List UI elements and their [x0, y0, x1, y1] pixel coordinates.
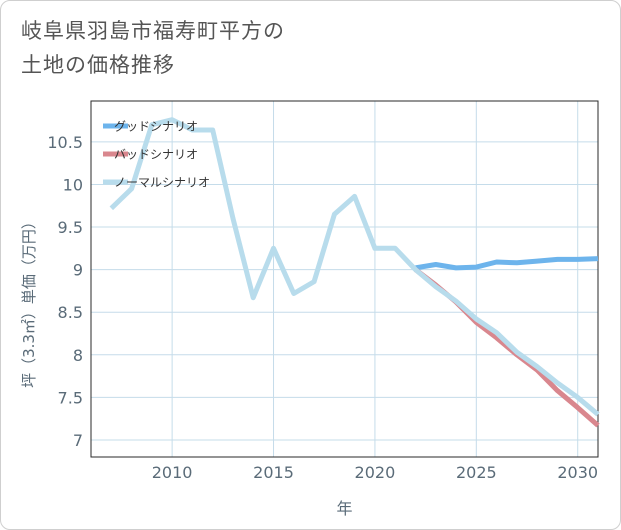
series-lines [109, 117, 600, 428]
x-tick-labels: 2010 2015 2020 2025 2030 [152, 463, 598, 482]
chart-title-line-1: 岐阜県羽島市福寿町平方の [21, 19, 285, 43]
y-tick-label: 9 [73, 261, 83, 280]
plot-border [90, 100, 599, 458]
y-tick-label: 9.5 [58, 218, 83, 237]
legend-label-2: バッドシナリオ [114, 148, 198, 162]
x-tick-label: 2025 [456, 463, 497, 482]
series-line-1 [415, 256, 599, 271]
y-tick-label: 7.5 [58, 388, 83, 407]
y-tick-label: 7 [73, 431, 83, 450]
legend-label-3: ノーマルシナリオ [114, 176, 210, 190]
y-tick-label: 8 [73, 346, 83, 365]
y-axis-label: 坪（3.3㎡）単価（万円） [20, 214, 38, 388]
grid-lines [91, 101, 598, 457]
x-tick-label: 2030 [557, 463, 598, 482]
x-axis-label: 年 [336, 499, 352, 518]
chart-title-line-2: 土地の価格推移 [21, 53, 175, 77]
y-tick-label: 10.5 [47, 133, 83, 152]
legend-label-1: グッドシナリオ [114, 120, 198, 134]
y-tick-label: 10 [63, 175, 83, 194]
y-tick-label: 8.5 [58, 303, 83, 322]
chart-title: 岐阜県羽島市福寿町平方の 土地の価格推移 [21, 14, 285, 82]
x-tick-label: 2010 [152, 463, 193, 482]
x-tick-label: 2015 [253, 463, 294, 482]
x-tick-label: 2020 [355, 463, 396, 482]
plot-area-frame [90, 100, 599, 458]
y-tick-labels: 7 7.5 8 8.5 9 9.5 10 10.5 [47, 133, 83, 450]
series-line-3 [109, 117, 600, 417]
